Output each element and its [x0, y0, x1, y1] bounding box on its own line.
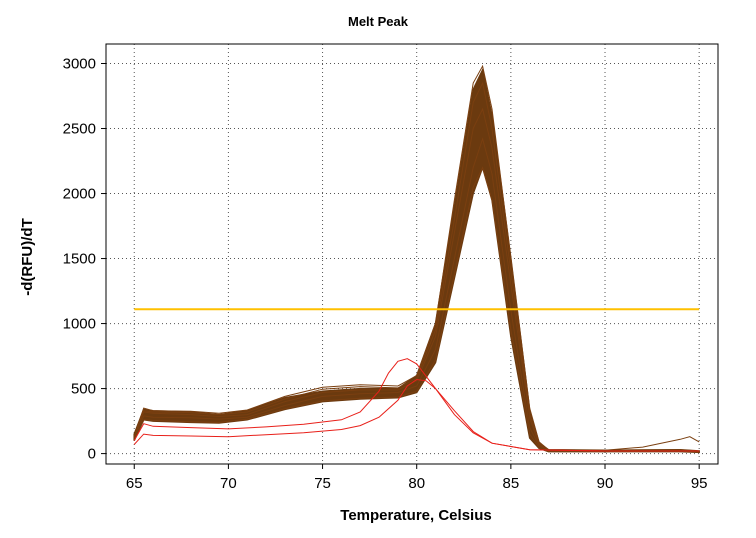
sample-curve: [133, 81, 700, 451]
sample-curve: [133, 64, 700, 452]
y-tick-label: 1000: [63, 316, 96, 333]
sample-curve: [133, 137, 700, 453]
y-tick-label: 2500: [63, 121, 96, 138]
negative-control-curve: [133, 378, 700, 452]
plot-area-frame: [105, 43, 719, 465]
x-tick-label: 80: [408, 475, 425, 492]
x-tick-label: 75: [314, 475, 331, 492]
sample-curve: [133, 107, 700, 453]
chart-title: Melt Peak: [348, 14, 409, 29]
y-tick-label: 3000: [63, 56, 96, 73]
y-axis-ticks: 0 500 1000 1500 2000 2500 3000: [63, 56, 106, 463]
y-tick-label: 1500: [63, 251, 96, 268]
x-tick-label: 70: [220, 475, 237, 492]
x-tick-label: 85: [503, 475, 520, 492]
x-tick-label: 95: [691, 475, 708, 492]
x-tick-label: 90: [597, 475, 614, 492]
series-group: [133, 64, 700, 453]
sample-curve: [133, 166, 700, 453]
x-axis-label: Temperature, Celsius: [340, 507, 491, 524]
y-tick-label: 0: [88, 446, 96, 463]
y-tick-label: 500: [71, 381, 96, 398]
x-axis-ticks: 65 70 75 80 85 90 95: [126, 464, 708, 492]
y-tick-label: 2000: [63, 186, 96, 203]
x-tick-label: 65: [126, 475, 143, 492]
y-axis-label: -d(RFU)/dT: [19, 218, 36, 295]
